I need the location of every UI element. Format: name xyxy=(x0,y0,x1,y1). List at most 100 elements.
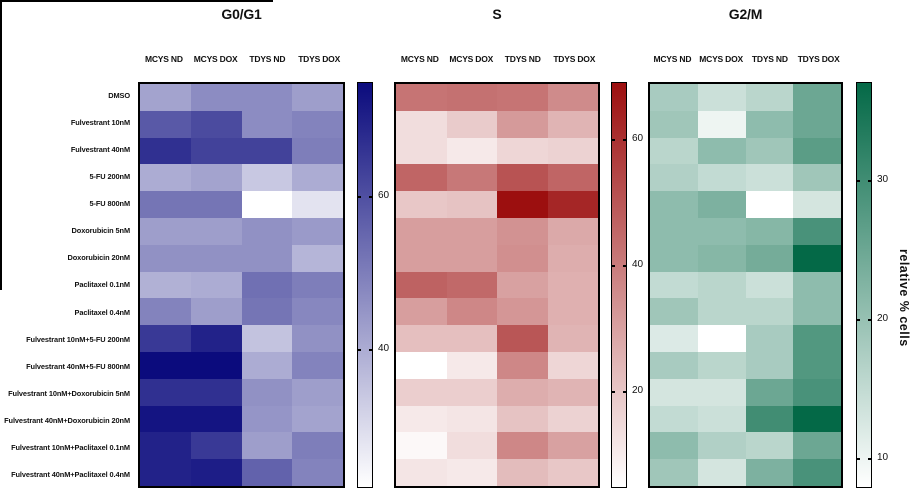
heatmap-cell xyxy=(793,244,841,272)
heatmap-cell xyxy=(650,110,698,138)
colorbar-tick xyxy=(358,349,361,351)
heatmap-cell xyxy=(745,459,794,486)
heatmap-cell xyxy=(547,432,598,460)
heatmap-cell xyxy=(650,191,698,218)
colorbar-tick xyxy=(868,458,871,460)
heatmap-cell xyxy=(745,217,794,245)
heatmap-cell xyxy=(241,164,293,192)
row-label: Doxorubicin 5nM xyxy=(71,226,131,236)
heatmap-cell xyxy=(497,378,548,406)
colorbar-s: 20 40 60 xyxy=(611,82,651,488)
heatmap-cell xyxy=(745,244,794,272)
heatmap-cell xyxy=(190,459,242,486)
heatmap-cell xyxy=(547,459,598,486)
row-label: Fulvestrant 10nM+Paclitaxel 0.1nM xyxy=(11,442,130,452)
heatmap-cell xyxy=(697,459,746,486)
heatmap-cell xyxy=(140,244,191,272)
heatmap-cell xyxy=(697,298,746,326)
colorbar-g2m: 10 20 30 xyxy=(856,82,896,488)
heatmap-cell xyxy=(793,325,841,352)
heatmap-cell xyxy=(190,271,242,299)
heatmap-cell xyxy=(697,405,746,433)
heatmap-cell xyxy=(446,84,497,111)
heatmap-cell xyxy=(793,271,841,299)
heatmap-cell xyxy=(190,405,242,433)
heatmap-cell xyxy=(650,164,698,192)
heatmap-cell xyxy=(547,84,598,111)
heatmap-cell xyxy=(547,298,598,326)
heatmap-cell xyxy=(292,325,343,352)
heatmap-cell xyxy=(396,271,447,299)
heatmap-cell xyxy=(547,325,598,352)
heatmap-cell xyxy=(190,110,242,138)
heatmap-cell xyxy=(140,459,191,486)
heatmap-cell xyxy=(190,137,242,165)
heatmap-cell xyxy=(190,298,242,326)
colorbar-tick xyxy=(868,319,871,321)
row-label: Fulvestrant 10nM xyxy=(70,118,130,128)
colorbar-g0g1: 40 60 xyxy=(357,82,397,488)
colorbar-gradient xyxy=(357,82,373,488)
heatmap-cell xyxy=(497,217,548,245)
column-headers: MCYS ND MCYS DOX TDYS ND TDYS DOX xyxy=(648,54,843,67)
panel-title-g0g1: G0/G1 xyxy=(221,6,262,22)
column-header: TDYS DOX xyxy=(298,54,341,64)
heatmap-cell xyxy=(650,298,698,326)
heatmap-cell xyxy=(241,405,293,433)
heatmap-cell xyxy=(292,432,343,460)
column-header: TDYS DOX xyxy=(797,54,840,64)
colorbar-tick-label: 60 xyxy=(378,190,390,201)
heatmap-s xyxy=(394,82,600,488)
heatmap-cell xyxy=(497,405,548,433)
heatmap-cell xyxy=(241,84,293,111)
heatmap-cell xyxy=(190,351,242,379)
row-label: DMSO xyxy=(108,91,130,101)
heatmap-cell xyxy=(446,110,497,138)
heatmap-cell xyxy=(292,244,343,272)
colorbar-tick xyxy=(857,319,860,321)
heatmap-cell xyxy=(547,191,598,218)
heatmap-cell xyxy=(140,164,191,192)
heatmap-cell xyxy=(241,432,293,460)
heatmap-cell xyxy=(446,137,497,165)
colorbar-gradient xyxy=(856,82,872,488)
heatmap-cell xyxy=(396,378,447,406)
heatmap-cell xyxy=(446,271,497,299)
heatmap-cell xyxy=(140,325,191,352)
heatmap-cell xyxy=(697,137,746,165)
heatmap-cell xyxy=(497,271,548,299)
heatmap-cell xyxy=(446,378,497,406)
heatmap-cell xyxy=(140,432,191,460)
heatmap-cell xyxy=(396,459,447,486)
row-label: Fulvestrant 40nM+Doxorubicin 20nM xyxy=(4,415,130,425)
heatmap-cell xyxy=(497,325,548,352)
heatmap-cell xyxy=(396,405,447,433)
heatmap-cell xyxy=(140,351,191,379)
heatmap-cell xyxy=(745,298,794,326)
heatmap-cell xyxy=(793,351,841,379)
heatmap-cell xyxy=(793,191,841,218)
heatmap-cell xyxy=(446,432,497,460)
heatmap-cell xyxy=(697,351,746,379)
row-label: Doxorubicin 20nM xyxy=(67,253,131,263)
heatmap-cell xyxy=(697,378,746,406)
heatmap-cell xyxy=(241,110,293,138)
heatmap-cell xyxy=(697,84,746,111)
colorbar-tick xyxy=(623,139,626,141)
heatmap-cell xyxy=(241,459,293,486)
heatmap-cell xyxy=(793,137,841,165)
heatmap-cell xyxy=(396,164,447,192)
heatmap-cell xyxy=(697,217,746,245)
heatmap-cell xyxy=(140,84,191,111)
row-label: 5-FU 800nM xyxy=(89,199,131,209)
heatmap-cell xyxy=(396,110,447,138)
heatmap-cell xyxy=(140,298,191,326)
row-label: 5-FU 200nM xyxy=(89,172,131,182)
heatmap-cell xyxy=(241,191,293,218)
heatmap-cell xyxy=(547,271,598,299)
column-header: MCYS DOX xyxy=(449,54,494,64)
heatmap-cell xyxy=(547,405,598,433)
heatmap-cell xyxy=(697,325,746,352)
heatmap-cell xyxy=(241,137,293,165)
